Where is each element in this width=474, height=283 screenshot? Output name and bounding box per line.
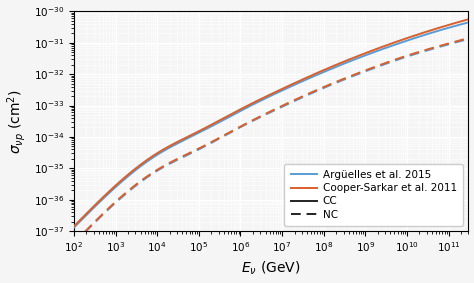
Legend: Argüelles et al. 2015, Cooper-Sarkar et al. 2011, CC, NC: Argüelles et al. 2015, Cooper-Sarkar et … [284, 164, 463, 226]
Y-axis label: $\sigma_{\nu p}$ (cm$^2$): $\sigma_{\nu p}$ (cm$^2$) [6, 89, 28, 154]
X-axis label: $E_{\nu}$ (GeV): $E_{\nu}$ (GeV) [241, 260, 301, 277]
